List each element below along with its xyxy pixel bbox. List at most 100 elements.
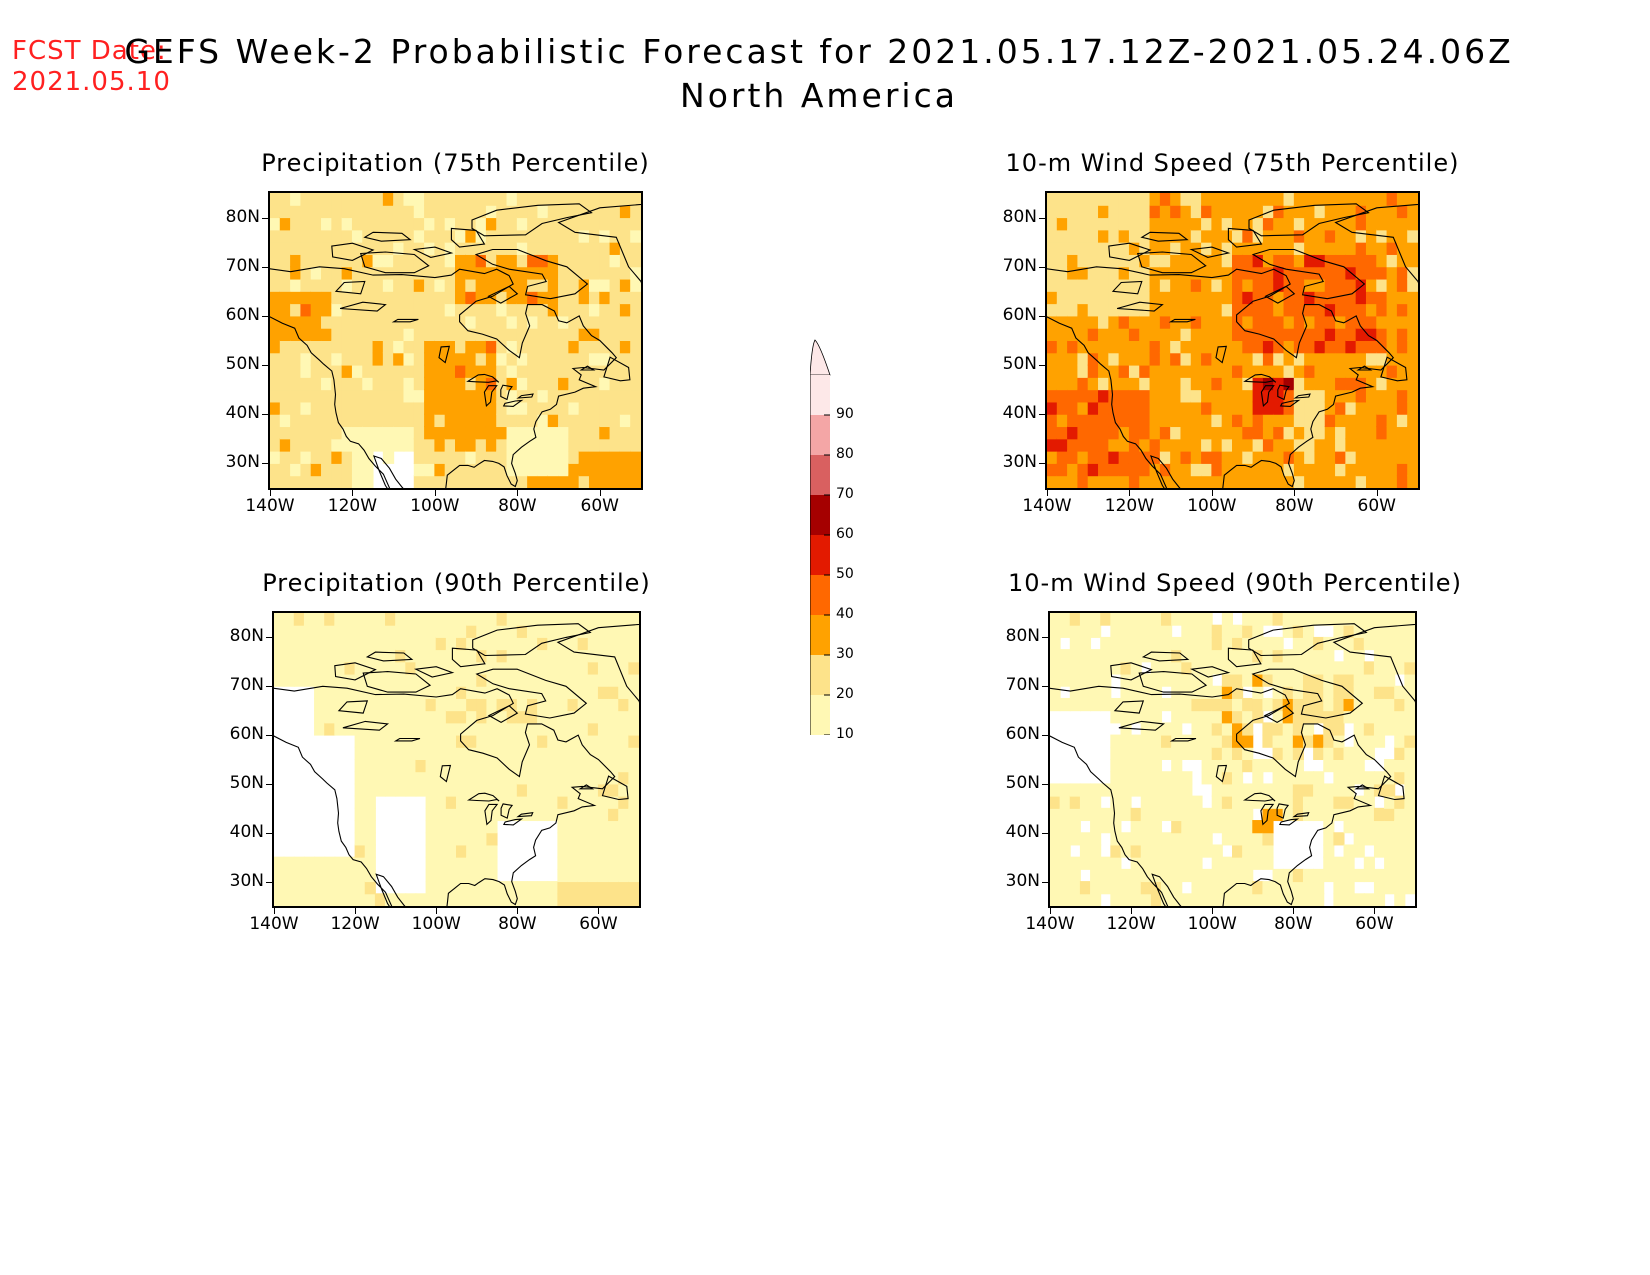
lat-tick: [266, 735, 272, 737]
probability-shading: [274, 613, 639, 906]
coastline: [487, 285, 519, 304]
coastline: [1050, 735, 1182, 906]
lat-tick-label: 50N: [1002, 354, 1037, 375]
lat-tick: [266, 783, 272, 785]
panel-title: 10-m Wind Speed (75th Percentile): [1005, 149, 1460, 177]
lon-tick: [1131, 908, 1133, 914]
coastline: [1111, 280, 1143, 295]
lon-tick: [1050, 908, 1051, 914]
coastline: [516, 812, 534, 818]
lon-tick-label: 80W: [498, 496, 537, 516]
colorbar-label: 30: [836, 646, 854, 662]
colorbar-label: 20: [836, 686, 854, 702]
coastline: [483, 385, 498, 408]
coastline: [474, 248, 589, 300]
lon-tick-label: 60W: [1357, 496, 1396, 516]
lon-tick: [355, 908, 357, 914]
coastline: [274, 735, 406, 906]
coastline: [1047, 316, 1181, 488]
coastline: [1189, 666, 1231, 678]
colorbar-swatch: [810, 495, 830, 535]
lat-tick-label: 30N: [1005, 870, 1040, 891]
coastline: [1377, 775, 1405, 801]
lat-tick-label: 80N: [229, 626, 264, 647]
coastline: [1292, 812, 1310, 818]
colorbar-label: 50: [836, 566, 854, 582]
lat-tick: [1039, 315, 1045, 317]
lat-tick: [262, 217, 268, 219]
lon-tick: [517, 490, 519, 496]
lat-tick: [1042, 735, 1048, 737]
lon-tick-label: 140W: [1022, 496, 1072, 516]
fcst-date-block: FCST Date: 2021.05.10: [12, 36, 171, 98]
coastline: [1260, 385, 1275, 408]
lat-tick-label: 60N: [225, 304, 260, 325]
coastline: [516, 393, 534, 399]
coastline: [1263, 705, 1295, 724]
coastline: [270, 316, 404, 488]
probability-shading: [270, 193, 641, 488]
lon-tick: [599, 490, 601, 496]
map-svg: [270, 193, 641, 488]
coastline: [1260, 803, 1275, 826]
lat-tick: [262, 365, 268, 367]
lon-tick: [517, 908, 519, 914]
coastline: [413, 666, 455, 678]
lat-tick-label: 30N: [1002, 452, 1037, 473]
coastline: [475, 668, 588, 719]
coastline: [466, 792, 500, 802]
coastline: [1279, 818, 1300, 826]
lon-tick: [274, 908, 275, 914]
lon-tick-label: 120W: [330, 914, 380, 934]
lon-tick: [436, 908, 438, 914]
colorbar-swatch: [810, 615, 830, 655]
lon-tick-label: 120W: [1106, 914, 1156, 934]
lat-tick: [1039, 414, 1045, 416]
coastline: [334, 280, 366, 295]
map-plot: [1045, 191, 1420, 490]
lat-tick-label: 60N: [1002, 304, 1037, 325]
lon-tick-label: 60W: [580, 496, 619, 516]
lat-tick-label: 80N: [225, 206, 260, 227]
lat-tick-label: 60N: [1005, 724, 1040, 745]
lat-tick: [262, 414, 268, 416]
lat-tick: [262, 266, 268, 268]
coastline: [1140, 231, 1189, 242]
lon-tick: [598, 908, 600, 914]
coastline: [451, 647, 486, 668]
lon-tick-label: 140W: [245, 496, 295, 516]
coastline: [1334, 203, 1418, 284]
coastline: [1108, 242, 1152, 261]
coastline: [1293, 393, 1311, 399]
lon-tick-label: 60W: [1355, 914, 1394, 934]
coastline: [1277, 384, 1290, 401]
lat-tick-label: 80N: [1005, 626, 1040, 647]
coastline: [1380, 356, 1408, 382]
coastline: [359, 251, 430, 274]
colorbar-label: 90: [836, 406, 854, 422]
lon-tick-label: 80W: [1274, 914, 1313, 934]
lat-tick-label: 70N: [1002, 255, 1037, 276]
colorbar-swatch: [810, 655, 830, 695]
coastline: [1168, 318, 1196, 323]
main-title: GEFS Week-2 Probabilistic Forecast for 2…: [0, 30, 1650, 118]
lat-tick-label: 40N: [1002, 403, 1037, 424]
coastline: [365, 651, 414, 662]
coastline: [1332, 623, 1415, 703]
colorbar-swatch: [810, 535, 830, 575]
coastline: [557, 203, 641, 284]
coastline: [339, 301, 387, 312]
lon-tick: [1293, 908, 1295, 914]
coastline: [342, 720, 390, 731]
colorbar-swatch: [810, 415, 830, 455]
coastline: [1110, 662, 1153, 681]
coastline: [391, 318, 419, 323]
panel-title: Precipitation (75th Percentile): [261, 149, 650, 177]
lat-tick-label: 80N: [1002, 206, 1037, 227]
lat-tick: [262, 463, 268, 465]
coastline: [1248, 623, 1368, 657]
probability-shading: [1047, 193, 1418, 488]
coastline: [1169, 737, 1197, 742]
lat-tick: [1042, 832, 1048, 834]
lat-tick-label: 70N: [225, 255, 260, 276]
